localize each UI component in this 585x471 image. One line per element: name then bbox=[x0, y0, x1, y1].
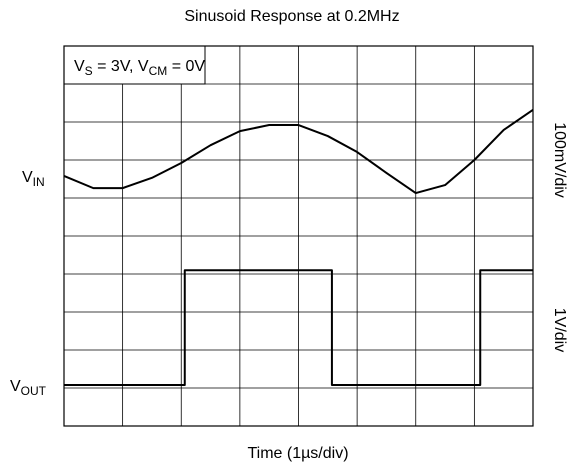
traces bbox=[63, 109, 534, 386]
series-label: VOUT bbox=[10, 378, 47, 398]
annotation-part: CM bbox=[149, 64, 168, 78]
grid bbox=[63, 45, 534, 427]
series-label: VIN bbox=[22, 169, 45, 189]
annotation-part: V bbox=[74, 58, 85, 75]
x-axis-label: Time (1µs/div) bbox=[247, 445, 348, 462]
plot-frame bbox=[63, 45, 534, 427]
series-label-part: V bbox=[10, 378, 21, 395]
series-label-part: IN bbox=[33, 175, 45, 189]
annotation: VS = 3V, VCM = 0V bbox=[74, 58, 205, 78]
trace bbox=[64, 269, 533, 386]
series-label-part: V bbox=[22, 169, 33, 186]
annotation-part: = 3V, V bbox=[93, 58, 149, 75]
annotation-box bbox=[63, 45, 206, 85]
annotation-part: = 0V bbox=[167, 58, 205, 75]
trace bbox=[63, 109, 534, 195]
series-label-part: OUT bbox=[21, 384, 47, 398]
y-scale-label: 100mV/div bbox=[551, 122, 568, 198]
chart-title: Sinusoid Response at 0.2MHz bbox=[184, 8, 399, 25]
annotation-part: S bbox=[85, 64, 93, 78]
y-scale-label: 1V/div bbox=[551, 308, 568, 352]
